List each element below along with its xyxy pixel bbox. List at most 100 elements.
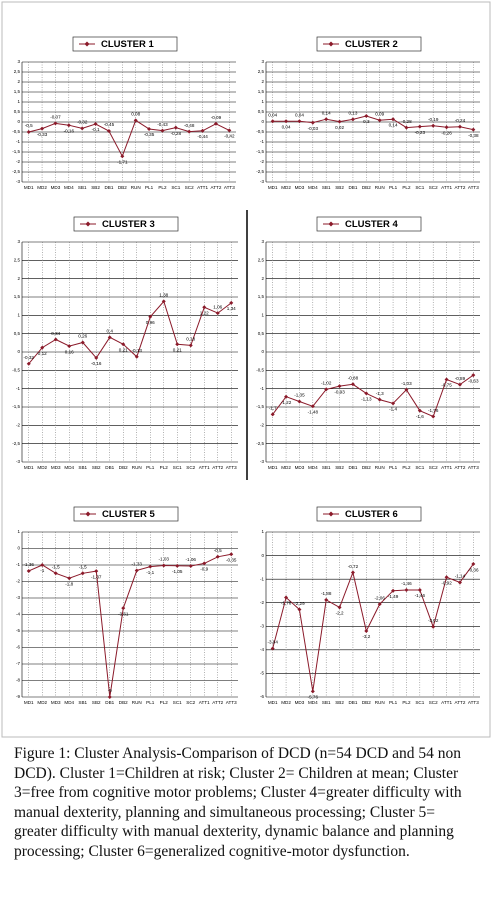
point [188,343,193,348]
y-tick-label: -2 [260,423,264,428]
y-tick-label: -2 [260,600,264,605]
point [310,120,315,125]
legend-label: CLUSTER 3 [102,219,155,230]
x-tick-label: ATT3 [468,185,479,190]
data-label: -3,2 [362,634,370,639]
data-label: 0,16 [65,349,74,354]
point [310,404,315,409]
point [121,342,126,347]
data-label: -1,22 [281,400,292,405]
y-tick-label: 0,5 [258,331,265,336]
point [377,602,382,607]
x-tick-label: MD3 [295,700,305,705]
data-label: -1,48 [308,409,319,414]
legend-marker [328,41,334,47]
x-tick-label: PL2 [402,185,411,190]
y-tick-label: 2 [17,79,20,84]
legend-label: CLUSTER 5 [102,509,156,520]
point [120,154,125,159]
y-tick-label: -8 [16,678,20,683]
x-tick-label: ATT2 [210,185,221,190]
x-tick-label: ATT1 [441,185,452,190]
x-tick-label: RUN [375,185,385,190]
y-tick-label: 0 [261,553,264,558]
x-tick-label: SB1 [322,465,331,470]
data-label: 0,96 [146,320,155,325]
legend-box [316,216,422,232]
data-label: -0,07 [50,115,61,120]
x-tick-label: ATT3 [468,465,479,470]
point [107,695,112,699]
y-tick-label: 1 [17,99,20,104]
data-label: -1,06 [186,557,197,562]
point [93,122,98,126]
y-tick-label: 1 [17,529,20,534]
data-label: -0,32 [77,120,88,125]
data-label: -1,46 [415,593,426,598]
point [457,124,462,129]
legend-box [316,506,422,522]
point [324,597,329,602]
x-tick-label: SB2 [335,185,344,190]
point [364,391,369,396]
y-tick-label: -1,5 [256,149,264,154]
point [431,624,436,629]
caption: Figure 1: Cluster Analysis-Comparison of… [14,744,480,861]
x-tick-label: MD2 [37,700,47,705]
point [215,554,220,559]
y-tick-label: 2,5 [258,258,265,263]
point [457,382,462,387]
data-label: -0,35 [144,132,155,137]
y-tick-label: -0,5 [256,129,264,134]
data-label: 0,21 [119,348,128,353]
x-tick-label: MD3 [51,465,61,470]
point [26,568,31,573]
point [391,588,396,593]
x-tick-label: PL2 [160,700,169,705]
point [107,335,112,340]
y-tick-label: -1,5 [12,149,20,154]
point [404,387,409,392]
series-line [272,115,474,131]
point [404,587,409,592]
point [229,300,234,305]
y-tick-label: 2 [17,276,20,281]
data-label: -0,92 [441,580,452,585]
point [431,123,436,128]
data-label: -1,1 [146,570,154,575]
point [213,121,218,126]
point [161,563,166,568]
x-tick-label: PL1 [146,700,155,705]
point [471,562,476,567]
data-label: -1,6 [416,414,424,419]
x-tick-label: DB1 [105,465,114,470]
y-tick-label: -7 [16,661,20,666]
data-label: -0,75 [441,383,452,388]
point [202,305,207,310]
y-tick-label: 0,5 [14,109,21,114]
point [67,344,72,349]
x-tick-label: DB1 [348,465,357,470]
point [444,125,449,130]
x-tick-label: MD2 [281,700,291,705]
data-label: -3,94 [267,640,278,645]
y-tick-label: -2 [16,423,20,428]
data-label: -0,23 [415,130,426,135]
data-label: -0,16 [64,128,75,133]
x-tick-label: ATT3 [226,465,237,470]
point [377,397,382,402]
series-line [272,563,474,692]
data-label: -0,9 [200,567,208,572]
point [67,576,72,581]
y-tick-label: 3 [17,239,20,244]
y-tick-label: -1 [260,139,264,144]
point [175,342,180,347]
y-tick-label: -1 [260,576,264,581]
x-tick-label: SB2 [335,700,344,705]
point [187,129,192,134]
x-tick-label: SB2 [91,185,100,190]
x-tick-label: SC1 [173,700,182,705]
x-tick-label: ATT2 [212,700,223,705]
legend-box [73,506,179,522]
point [471,373,476,378]
